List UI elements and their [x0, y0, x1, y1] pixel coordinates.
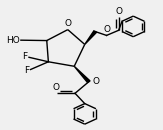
- Text: O: O: [103, 25, 110, 34]
- Polygon shape: [85, 31, 97, 44]
- Text: O: O: [92, 77, 99, 86]
- Text: F: F: [24, 66, 29, 75]
- Text: HO: HO: [6, 36, 20, 45]
- Text: F: F: [22, 52, 28, 61]
- Text: O: O: [115, 7, 122, 16]
- Text: O: O: [53, 83, 60, 92]
- Text: O: O: [65, 19, 72, 28]
- Polygon shape: [74, 66, 90, 83]
